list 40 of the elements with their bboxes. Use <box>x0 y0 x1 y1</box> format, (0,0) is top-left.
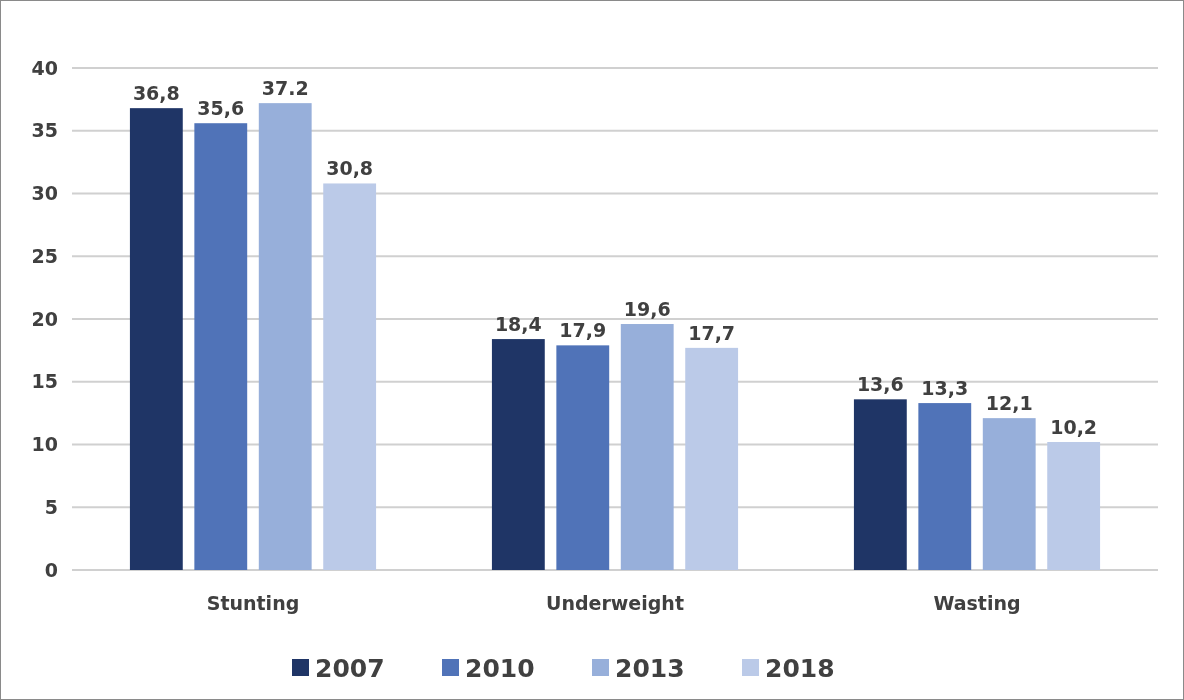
data-label: 18,4 <box>494 313 542 336</box>
y-tick-label: 0 <box>44 558 58 581</box>
bar <box>918 403 972 570</box>
data-label: 12,1 <box>985 392 1033 415</box>
data-label: 36,8 <box>132 82 180 105</box>
bar <box>982 418 1036 570</box>
legend-label: 2018 <box>765 653 835 683</box>
data-label: 19,6 <box>623 298 671 321</box>
bar <box>685 347 739 570</box>
bar <box>491 339 545 570</box>
x-tick-label: Stunting <box>206 592 300 614</box>
y-tick-label: 40 <box>31 56 58 79</box>
y-tick-label: 5 <box>44 495 58 518</box>
y-tick-label: 20 <box>31 307 58 330</box>
bar <box>1047 441 1101 570</box>
data-label: 10,2 <box>1050 415 1098 438</box>
y-tick-label: 30 <box>31 182 58 205</box>
x-tick-label: Underweight <box>546 592 684 614</box>
data-label: 30,8 <box>326 157 374 180</box>
x-tick-label: Wasting <box>933 592 1021 614</box>
data-label: 17,7 <box>688 321 736 344</box>
y-tick-label: 10 <box>31 433 58 456</box>
data-label: 13,3 <box>921 377 969 400</box>
legend-label: 2013 <box>615 653 685 683</box>
data-label: 37.2 <box>261 77 309 100</box>
bar <box>853 399 907 570</box>
data-label: 13,6 <box>856 373 904 396</box>
bar <box>323 183 377 570</box>
legend-label: 2010 <box>465 653 535 683</box>
bar <box>620 324 674 570</box>
y-tick-label: 25 <box>31 244 58 267</box>
bar <box>556 345 610 570</box>
bar <box>194 123 248 570</box>
y-tick-label: 35 <box>31 119 58 142</box>
data-label: 35,6 <box>197 97 245 120</box>
data-label: 17,9 <box>559 319 607 342</box>
bar <box>258 103 312 570</box>
legend-label: 2007 <box>315 653 385 683</box>
y-tick-label: 15 <box>31 370 58 393</box>
bar <box>129 108 183 570</box>
